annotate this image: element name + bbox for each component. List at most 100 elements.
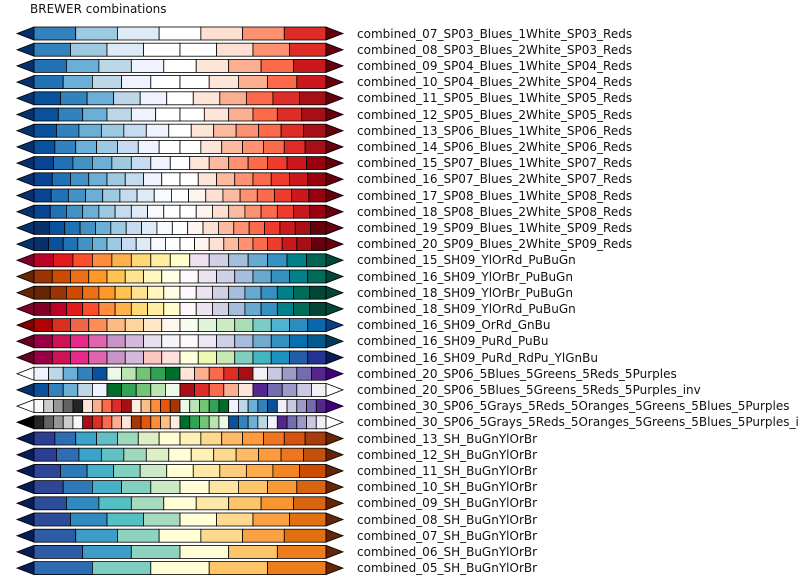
- color-swatch: [141, 220, 158, 235]
- color-swatch: [260, 496, 294, 511]
- colorbar-label: combined_30_SP06_5Grays_5Reds_5Oranges_5…: [357, 399, 790, 414]
- color-swatch: [33, 528, 77, 543]
- color-swatch: [179, 480, 210, 495]
- color-swatch: [98, 59, 132, 73]
- color-swatch: [92, 75, 123, 89]
- color-swatch: [33, 399, 45, 414]
- color-swatch: [143, 172, 163, 187]
- color-swatch: [82, 415, 93, 430]
- color-swatch: [270, 269, 290, 284]
- color-swatch: [247, 156, 268, 171]
- color-swatch: [82, 204, 100, 219]
- color-swatch: [179, 285, 197, 300]
- color-swatch: [48, 237, 64, 252]
- color-swatch: [188, 188, 207, 203]
- color-swatch: [121, 366, 137, 381]
- colorbar: [15, 204, 345, 219]
- color-swatch: [303, 447, 327, 462]
- color-swatch: [208, 399, 220, 414]
- color-swatch: [267, 415, 278, 430]
- colorbar-label: combined_16_SH09_OrRd_GnBu: [357, 318, 551, 333]
- color-swatch: [267, 480, 298, 495]
- color-swatch: [145, 123, 170, 138]
- color-swatch: [121, 382, 137, 397]
- color-swatch: [70, 42, 108, 57]
- color-swatch: [78, 447, 102, 462]
- color-swatch: [130, 301, 148, 316]
- color-swatch: [309, 285, 327, 300]
- colorbar-over-triangle: [325, 42, 345, 57]
- color-swatch: [289, 334, 309, 349]
- colorbar: [15, 75, 345, 90]
- color-swatch: [205, 188, 224, 203]
- color-swatch: [179, 366, 196, 381]
- color-swatch: [53, 415, 64, 430]
- color-swatch: [106, 172, 126, 187]
- colorbar-over-triangle: [325, 512, 345, 527]
- color-swatch: [137, 139, 160, 154]
- color-swatch: [234, 269, 254, 284]
- colorbar-over-triangle: [325, 91, 345, 106]
- color-swatch: [279, 220, 296, 235]
- color-swatch: [33, 301, 51, 316]
- color-swatch: [111, 156, 132, 171]
- color-swatch: [130, 496, 165, 511]
- color-swatch: [161, 318, 181, 333]
- color-swatch: [163, 285, 181, 300]
- colorbar: [15, 172, 345, 187]
- color-swatch: [70, 269, 90, 284]
- color-swatch: [179, 75, 210, 89]
- colorbar: [15, 350, 345, 365]
- color-swatch: [114, 301, 132, 316]
- color-swatch: [289, 42, 327, 57]
- color-swatch: [245, 91, 274, 106]
- color-swatch: [150, 253, 171, 268]
- color-swatch: [166, 91, 194, 106]
- color-swatch: [310, 382, 327, 397]
- color-swatch: [143, 334, 163, 349]
- color-swatch: [168, 447, 192, 462]
- color-swatch: [155, 107, 181, 122]
- colorbar-label: combined_08_SP03_Blues_2White_SP03_Reds: [357, 42, 633, 57]
- color-swatch: [48, 366, 64, 381]
- color-swatch: [190, 123, 215, 138]
- color-swatch: [267, 366, 283, 381]
- colorbar-label: combined_08_SH_BuGnYlOrBr: [357, 512, 538, 527]
- color-swatch: [296, 415, 307, 430]
- color-swatch: [228, 399, 239, 414]
- color-swatch: [50, 188, 69, 203]
- colorbar: [15, 431, 345, 446]
- colorbar: [15, 366, 345, 381]
- color-swatch: [252, 237, 269, 252]
- colorbar-under-triangle: [15, 561, 35, 576]
- color-swatch: [213, 447, 237, 462]
- color-swatch: [137, 431, 160, 446]
- color-swatch: [267, 399, 278, 414]
- color-swatch: [216, 42, 254, 57]
- color-swatch: [57, 107, 84, 122]
- colorbar-under-triangle: [15, 382, 35, 397]
- colorbar-label: combined_17_SP08_Blues_1White_SP08_Reds: [357, 188, 633, 203]
- colorbar-label: combined_12_SH_BuGnYlOrBr: [357, 447, 538, 462]
- color-swatch: [248, 220, 265, 235]
- color-swatch: [237, 75, 268, 89]
- colorbar-under-triangle: [15, 91, 35, 106]
- colorbar-over-triangle: [325, 431, 345, 446]
- color-swatch: [130, 399, 142, 414]
- colorbar-over-triangle: [325, 334, 345, 349]
- color-swatch: [195, 59, 230, 73]
- colorbar-over-triangle: [325, 528, 345, 543]
- color-swatch: [270, 318, 290, 333]
- color-swatch: [67, 188, 86, 203]
- colorbar-over-triangle: [325, 496, 345, 511]
- color-swatch: [200, 139, 223, 154]
- color-swatch: [234, 334, 254, 349]
- color-swatch: [237, 399, 249, 414]
- colorbar: [15, 139, 345, 154]
- color-swatch: [187, 220, 204, 235]
- color-swatch: [286, 253, 307, 268]
- color-swatch: [66, 496, 100, 511]
- color-swatch: [66, 59, 100, 73]
- color-swatch: [79, 220, 96, 235]
